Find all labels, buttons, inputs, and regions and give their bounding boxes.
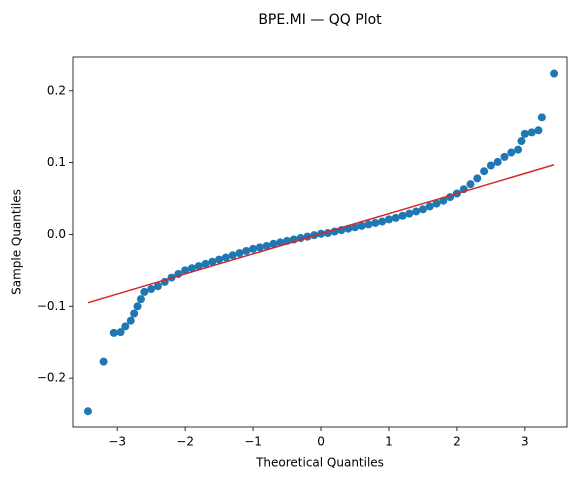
point	[514, 145, 523, 154]
point	[126, 316, 135, 325]
point	[109, 328, 118, 337]
point	[405, 209, 414, 218]
point	[276, 238, 285, 247]
x-tick-label: 0	[317, 435, 325, 449]
plot-frame	[72, 56, 568, 428]
point	[466, 180, 475, 189]
y-tick-label: 0.0	[47, 227, 66, 241]
point	[130, 309, 139, 318]
point	[187, 264, 196, 273]
point	[262, 241, 271, 250]
point	[242, 246, 251, 255]
y-tick-label: 0.2	[47, 83, 66, 97]
y-tick-label: −0.2	[37, 371, 66, 385]
reference-line	[87, 164, 555, 304]
point	[537, 113, 546, 122]
x-tick-label: 1	[385, 435, 393, 449]
x-tick-label: −1	[244, 435, 262, 449]
point	[398, 211, 407, 220]
y-tick-label: −0.1	[37, 299, 66, 313]
point	[140, 287, 149, 296]
point	[136, 295, 145, 304]
point	[121, 322, 130, 331]
point	[534, 126, 543, 135]
point	[147, 285, 156, 294]
point	[425, 202, 434, 211]
point	[371, 218, 380, 227]
point	[181, 266, 190, 275]
x-axis-label: Theoretical Quantiles	[255, 456, 384, 470]
point	[215, 255, 224, 264]
x-tick-label: −2	[176, 435, 194, 449]
point	[208, 257, 217, 266]
point	[418, 205, 427, 214]
y-tick-label: 0.1	[47, 155, 66, 169]
y-axis-label: Sample Quantiles	[10, 189, 24, 295]
point	[493, 157, 502, 166]
point	[194, 262, 203, 271]
point	[412, 207, 421, 216]
point	[153, 282, 162, 291]
point	[473, 174, 482, 183]
point	[255, 243, 264, 252]
point	[99, 357, 108, 366]
point	[350, 223, 359, 232]
point	[432, 199, 441, 208]
point	[133, 302, 142, 311]
point	[517, 137, 526, 146]
point	[486, 161, 495, 170]
point	[550, 69, 559, 78]
point	[507, 148, 516, 157]
point	[357, 221, 366, 230]
point	[520, 129, 529, 138]
x-tick-label: 3	[521, 435, 529, 449]
point	[527, 128, 536, 137]
chart-title: BPE.MI — QQ Plot	[258, 12, 382, 28]
point	[364, 220, 373, 229]
x-tick-label: 2	[453, 435, 461, 449]
point	[116, 328, 125, 337]
x-tick-label: −3	[108, 435, 126, 449]
point	[201, 259, 210, 268]
point	[384, 215, 393, 224]
point	[480, 167, 489, 176]
point	[228, 251, 237, 260]
point	[249, 244, 258, 253]
point	[83, 407, 92, 416]
point	[391, 213, 400, 222]
point	[500, 152, 509, 161]
point	[378, 217, 387, 226]
point	[235, 249, 244, 258]
point	[221, 253, 230, 262]
point	[269, 239, 278, 248]
